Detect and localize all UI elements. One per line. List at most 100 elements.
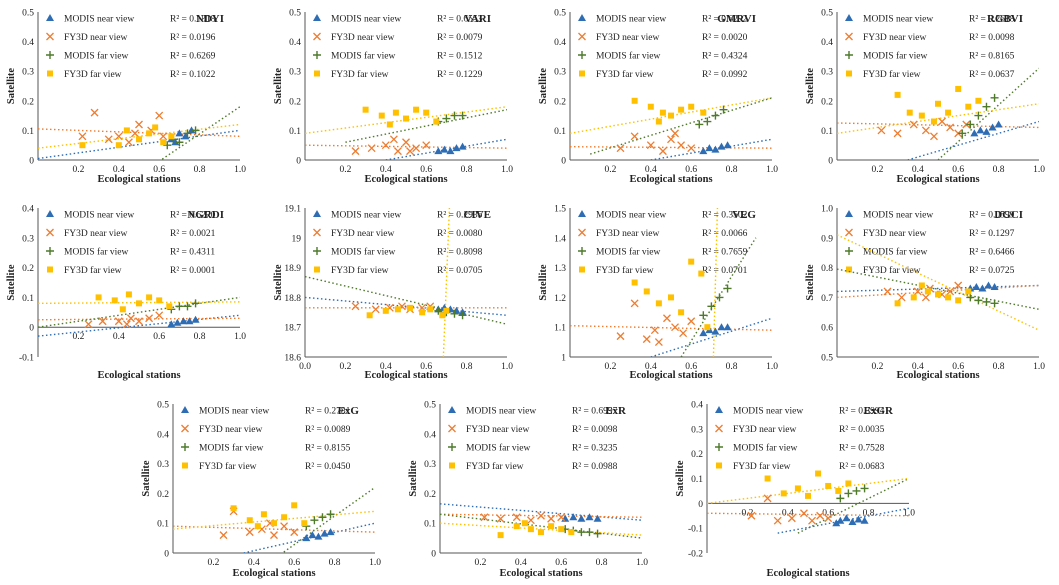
point-modis-far	[191, 126, 200, 135]
point-modis-far	[707, 302, 716, 311]
point-fy3d-far	[115, 142, 122, 149]
trendline-fy3d-near	[38, 128, 240, 138]
r-squared-value: R² = 0.7528	[839, 444, 885, 454]
legend-entry-fy3d-far: FY3D far view	[863, 265, 921, 276]
points	[78, 108, 200, 150]
point-fy3d-far	[47, 70, 53, 77]
point-modis-near	[179, 317, 188, 325]
point-fy3d-near	[219, 531, 228, 540]
trendline-modis-far	[345, 108, 507, 143]
x-tick-label: 0.6	[420, 362, 432, 372]
point-fy3d-far	[301, 520, 308, 527]
point-fy3d-far	[146, 130, 153, 137]
point-fy3d-far	[366, 312, 373, 319]
point-modis-far	[958, 129, 967, 138]
y-tick-label: 0.2	[554, 97, 566, 107]
point-fy3d-near	[883, 287, 892, 296]
point-fy3d-near	[480, 513, 489, 522]
point-fy3d-near	[155, 111, 164, 120]
point-fy3d-far	[314, 266, 320, 273]
point-modis-near	[175, 129, 184, 137]
y-tick-label: 0.3	[22, 68, 34, 78]
point-modis-near	[711, 145, 720, 153]
point-modis-far	[966, 120, 975, 129]
r-squared-value: R² = 0.0599	[969, 211, 1015, 221]
y-tick-label: 0.2	[424, 490, 436, 500]
trendline-modis-near	[305, 296, 507, 316]
point-fy3d-far	[281, 514, 288, 521]
point-fy3d-far	[182, 462, 188, 469]
point-modis-far	[458, 111, 467, 120]
point-fy3d-near	[671, 323, 679, 332]
point-fy3d-near	[393, 147, 402, 156]
y-tick-label: 19	[292, 234, 302, 244]
point-fy3d-far	[815, 470, 822, 477]
point-fy3d-far	[419, 309, 426, 316]
x-tick-label: 0.6	[153, 332, 165, 342]
point-modis-far	[434, 306, 443, 315]
point-modis-far	[860, 484, 869, 493]
point-fy3d-far	[918, 282, 925, 289]
r-squared-value: R² = 0.0725	[969, 266, 1015, 276]
legend-entry-modis-near: MODIS near view	[596, 15, 666, 25]
x-tick-label: 0.8	[461, 362, 473, 372]
point-fy3d-far	[558, 526, 565, 533]
point-modis-far	[578, 51, 586, 59]
point-fy3d-near	[938, 117, 946, 126]
legend-entry-modis-far: MODIS far view	[466, 443, 531, 454]
y-axis-label: Satellite	[805, 264, 816, 300]
x-tick-label: 0.6	[822, 508, 834, 518]
point-fy3d-near	[448, 424, 456, 433]
r-squared-value: R² = 0.6466	[969, 248, 1015, 258]
trendline-fy3d-near	[837, 122, 1039, 129]
point-fy3d-near	[962, 120, 971, 129]
points	[84, 291, 200, 329]
point-fy3d-far	[386, 121, 393, 128]
y-tick-label: 0.4	[157, 430, 169, 440]
y-axis-label: Satellite	[6, 264, 17, 300]
y-tick-label: 0	[29, 157, 34, 167]
point-fy3d-far	[579, 266, 585, 273]
x-tick-label: 0.4	[380, 165, 392, 175]
point-fy3d-far	[156, 297, 163, 304]
point-modis-near	[976, 126, 985, 134]
x-tick-label: 0.2	[871, 362, 883, 372]
trendline-fy3d-far	[837, 234, 1039, 331]
r-squared-value: R² = 0.6997	[572, 407, 618, 417]
point-fy3d-far	[704, 324, 711, 331]
point-modis-near	[569, 513, 578, 521]
legend-entry-modis-far: MODIS far view	[64, 247, 129, 258]
r-squared-value: R² = 0.8098	[437, 248, 483, 258]
point-fy3d-far	[230, 505, 237, 512]
y-tick-label: 0	[29, 324, 34, 334]
point-modis-near	[181, 132, 190, 140]
y-tick-label: 19.1	[284, 205, 301, 215]
r-squared-value: R² = 0.8165	[969, 52, 1015, 62]
point-fy3d-near	[557, 513, 566, 522]
point-modis-near	[972, 282, 981, 290]
point-fy3d-far	[47, 266, 53, 273]
chart-panel-rgbvi: 0 0.1 0.2 0.3 0.4 0.5 0.2 0.4 0.6 0.8 1.0 Ecologica…	[805, 9, 1045, 186]
point-modis-near	[458, 142, 467, 150]
legend-entry-fy3d-near: FY3D near view	[331, 229, 394, 239]
r-squared-value: R² = 0.0066	[702, 229, 748, 239]
x-tick-label: 0.8	[329, 558, 341, 568]
point-fy3d-near	[616, 144, 625, 153]
point-fy3d-near	[747, 511, 756, 520]
point-modis-far	[318, 513, 327, 522]
point-fy3d-near	[773, 516, 782, 525]
r-squared-value: R² = 0.0701	[702, 266, 748, 276]
point-fy3d-far	[688, 103, 695, 110]
x-tick-label: 0.8	[993, 362, 1005, 372]
y-tick-label: 0.1	[691, 475, 703, 485]
point-modis-far	[326, 510, 335, 519]
x-tick-label: 1.0	[636, 558, 648, 568]
point-fy3d-near	[270, 531, 278, 540]
point-fy3d-near	[816, 511, 825, 520]
points	[351, 106, 467, 156]
point-fy3d-far	[497, 532, 504, 539]
point-fy3d-near	[687, 144, 696, 153]
point-fy3d-near	[422, 141, 431, 150]
point-fy3d-far	[655, 118, 662, 125]
